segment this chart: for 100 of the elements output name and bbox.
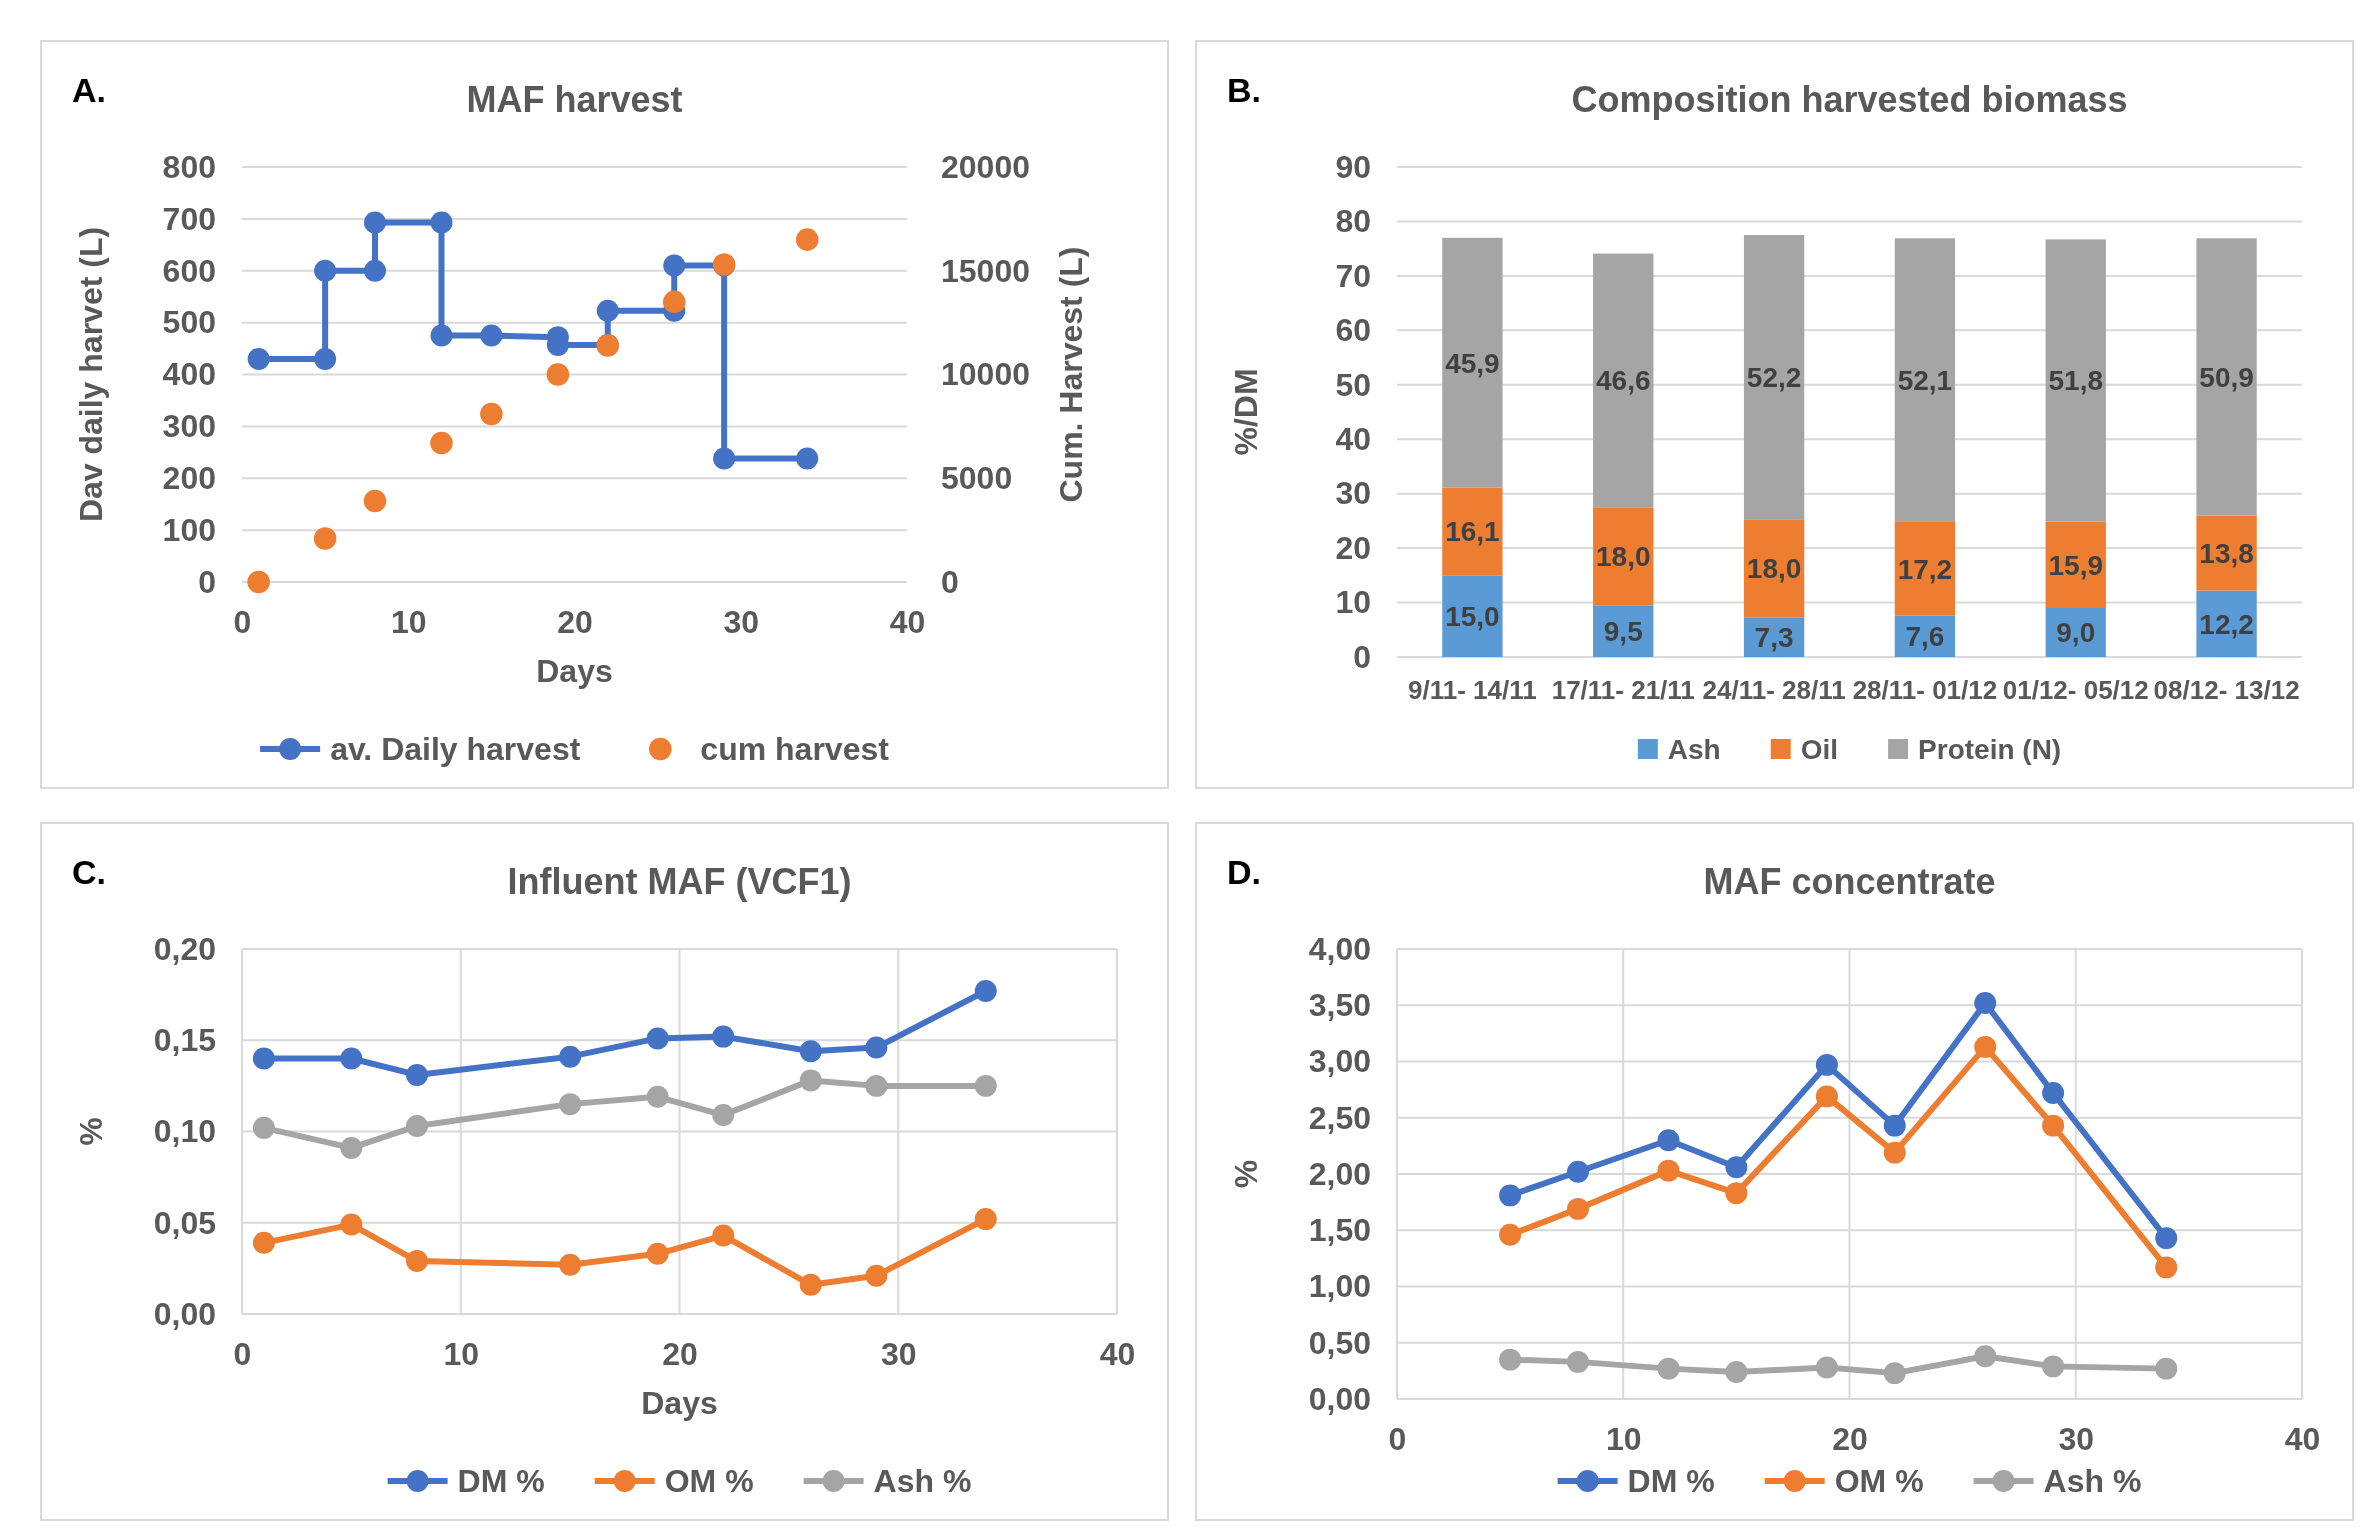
point <box>1883 1114 1906 1137</box>
point <box>663 254 686 277</box>
legend-label: DM % <box>457 1463 545 1500</box>
y-tick-label: 0 <box>198 563 216 600</box>
point <box>314 347 337 370</box>
point <box>559 1093 582 1116</box>
x-tick-label: 24/11- 28/11 <box>1702 675 1846 706</box>
point <box>1567 1160 1589 1183</box>
point <box>364 259 386 282</box>
data-label: 13,8 <box>2199 537 2254 569</box>
x-tick-label: 30 <box>2058 1420 2095 1457</box>
legend-label: Oil <box>1800 733 1839 765</box>
legend-label: Protein (N) <box>1918 733 2062 765</box>
data-label: 15,0 <box>1445 600 1500 632</box>
legend-label: OM % <box>664 1463 754 1500</box>
y-tick-label: 90 <box>1335 148 1371 185</box>
y2-tick-label: 15000 <box>941 252 1030 289</box>
y-tick-label: 50 <box>1335 366 1371 403</box>
x-tick-label: 20 <box>662 1335 698 1372</box>
point <box>865 1036 888 1059</box>
data-label: 9,0 <box>2056 617 2096 649</box>
point <box>430 431 453 455</box>
bar <box>2045 239 2106 522</box>
point <box>713 447 736 470</box>
point <box>1499 1348 1522 1371</box>
y-tick-label: 0,20 <box>153 930 216 967</box>
y-tick-label: 1,50 <box>1308 1211 1371 1248</box>
text: D. <box>1227 853 1261 891</box>
legend-label: av. Daily harvest <box>330 731 581 768</box>
point <box>799 1040 822 1063</box>
y-tick-label: 400 <box>162 356 216 393</box>
point <box>252 1116 275 1139</box>
y-tick-label: 300 <box>162 408 216 445</box>
bar <box>1442 487 1503 576</box>
point <box>559 1253 582 1276</box>
y-tick-label: 700 <box>162 200 216 237</box>
legend-label: DM % <box>1627 1463 1715 1500</box>
legend-label: Ash % <box>2043 1463 2142 1500</box>
legend-label: OM % <box>1834 1463 1924 1500</box>
bar <box>1743 235 1805 520</box>
point <box>1499 1223 1522 1246</box>
point <box>1815 1053 1838 1076</box>
data-label: 17,2 <box>1897 553 1953 585</box>
bar <box>1442 575 1503 657</box>
y-tick-label: 200 <box>162 459 216 496</box>
point <box>1499 1184 1522 1207</box>
x-tick-label: 30 <box>723 603 760 640</box>
point <box>1815 1356 1838 1379</box>
y-axis-title: % <box>1228 1159 1264 1189</box>
x-tick-label: 30 <box>880 1335 917 1372</box>
bar <box>2196 238 2257 516</box>
x-tick-label: 20 <box>1832 1420 1868 1457</box>
data-label: 16,1 <box>1445 516 1500 548</box>
x-tick-label: 40 <box>1099 1335 1136 1372</box>
y-tick-label: 1,00 <box>1308 1268 1371 1305</box>
point <box>1725 1156 1748 1179</box>
y-tick-label: 30 <box>1335 475 1371 512</box>
point <box>712 1224 735 1247</box>
bar <box>1894 521 1956 616</box>
point <box>596 299 619 322</box>
point <box>1883 1141 1906 1164</box>
point <box>480 324 503 347</box>
chart-title: Composition harvested biomass <box>1571 79 2128 120</box>
data-label: 51,8 <box>2048 365 2103 397</box>
y-tick-label: 3,50 <box>1308 986 1371 1023</box>
point <box>712 1104 735 1127</box>
y2-tick-label: 5000 <box>941 459 1013 496</box>
y-tick-label: 60 <box>1335 312 1371 349</box>
point <box>1815 1085 1838 1108</box>
point <box>1657 1357 1680 1380</box>
data-label: 45,9 <box>1445 347 1500 379</box>
y-tick-label: 4,00 <box>1308 930 1371 967</box>
x-axis-title: Days <box>641 1385 718 1421</box>
x-tick-label: 9/11- 14/11 <box>1408 675 1537 706</box>
x-tick-label: 10 <box>443 1335 480 1372</box>
point <box>2155 1256 2178 1279</box>
x-tick-label: 20 <box>557 603 593 640</box>
bar <box>2196 515 2257 591</box>
point <box>247 570 270 594</box>
point <box>662 290 686 314</box>
chart-title: MAF concentrate <box>1703 861 1996 902</box>
point <box>974 1208 997 1231</box>
x-tick-label: 10 <box>390 603 427 640</box>
y-axis-title: %/DM <box>1228 368 1264 456</box>
point <box>314 259 337 282</box>
data-label: 18,0 <box>1746 553 1802 585</box>
point <box>430 211 453 234</box>
y-tick-label: 0,15 <box>153 1021 216 1058</box>
y-tick-label: 0,05 <box>153 1204 216 1241</box>
y-tick-label: 20 <box>1335 529 1371 566</box>
point <box>865 1074 888 1097</box>
point <box>1657 1129 1680 1152</box>
point <box>430 324 453 347</box>
legend-label: cum harvest <box>700 731 890 768</box>
bar <box>1894 238 1956 522</box>
data-label: 15,9 <box>2048 549 2103 581</box>
legend-label: Ash % <box>873 1463 972 1500</box>
point <box>252 1231 275 1254</box>
y2-tick-label: 0 <box>941 563 959 600</box>
point <box>364 211 386 234</box>
